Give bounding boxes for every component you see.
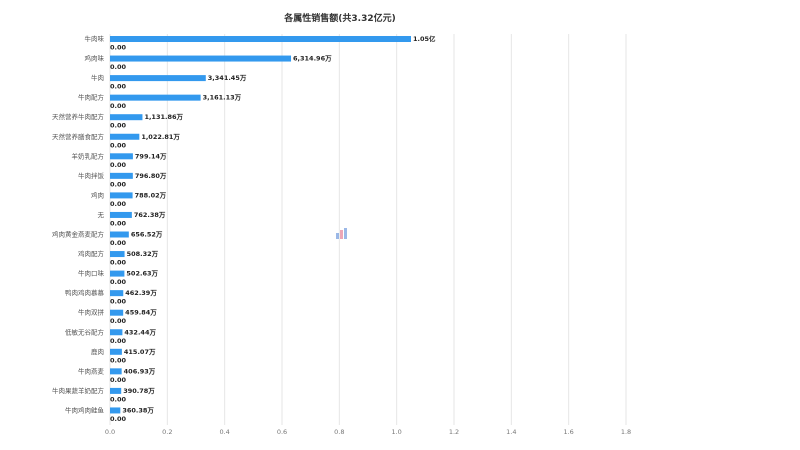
bar (110, 36, 411, 42)
category-label: 牛肉味 (85, 34, 105, 43)
bar (110, 211, 132, 218)
category-label: 牛肉拌饭 (78, 171, 105, 180)
bar (110, 387, 122, 394)
bar (110, 114, 143, 121)
bar-value-label: 432.44万 (124, 328, 156, 336)
bar-value-label: 459.84万 (125, 309, 157, 317)
bar-secondary-label: 0.00 (110, 161, 127, 169)
bar (110, 329, 123, 336)
bar-secondary-label: 0.00 (110, 180, 127, 188)
category-label: 鸡肉 (91, 190, 104, 199)
bar-value-label: 656.52万 (131, 231, 163, 239)
bar-secondary-label: 0.00 (110, 278, 127, 286)
bar (110, 251, 125, 258)
bar (110, 407, 121, 414)
x-tick-label: 1.4 (506, 428, 516, 436)
bar (110, 172, 133, 179)
watermark-logo (336, 228, 347, 239)
x-tick-label: 0.0 (105, 428, 115, 436)
bar-value-label: 788.02万 (135, 191, 167, 199)
bar (110, 270, 125, 277)
category-label: 牛肉 (91, 73, 104, 82)
bar-value-label: 1,022.81万 (141, 133, 180, 141)
category-label: 牛肉双拼 (78, 308, 105, 317)
bar-secondary-label: 0.00 (110, 356, 127, 364)
bar-secondary-label: 0.00 (110, 395, 127, 403)
x-tick-label: 0.2 (162, 428, 172, 436)
bar-value-label: 799.14万 (135, 152, 167, 160)
bar-value-label: 3,161.13万 (203, 94, 242, 102)
category-label: 羊奶乳配方 (72, 151, 105, 160)
category-label: 牛肉燕麦 (78, 366, 105, 375)
bar-secondary-label: 0.00 (110, 259, 127, 267)
category-label: 天然营养膳食配方 (52, 132, 105, 141)
bar (110, 290, 124, 297)
x-axis-ticks: 0.0 0.2 0.4 0.6 0.8 1.0 1.2 1.4 1.6 1.8 (105, 428, 631, 436)
bar (110, 348, 122, 355)
bar (110, 55, 292, 62)
bar (110, 153, 133, 160)
category-label: 无 (98, 211, 105, 219)
bar-secondary-label: 0.00 (110, 298, 127, 306)
category-label: 牛肉口味 (78, 269, 105, 278)
category-label: 鸡肉味 (85, 54, 105, 63)
bar (110, 94, 201, 101)
category-labels: 牛肉味鸡肉味牛肉牛肉配方天然营养牛肉配方天然营养膳食配方羊奶乳配方牛肉拌饭鸡肉无… (52, 34, 105, 414)
bar-secondary-label: 0.00 (110, 376, 127, 384)
bar-secondary-label: 0.00 (110, 63, 127, 71)
category-label: 鸡肉配方 (78, 249, 105, 258)
bar-value-label: 390.78万 (123, 387, 155, 395)
bar (110, 192, 133, 199)
category-label: 鹿肉 (91, 347, 104, 356)
bar-secondary-label: 0.00 (110, 415, 127, 423)
bar-value-label: 508.32万 (127, 250, 159, 258)
category-label: 鸭肉鸡肉慕慕 (65, 288, 105, 297)
category-label: 牛肉果蔬羊奶配方 (52, 386, 105, 395)
bar-value-label: 796.80万 (135, 172, 167, 180)
chart-title: 各属性销售额(共3.32亿元) (283, 12, 395, 24)
bar-value-label: 462.39万 (125, 289, 157, 297)
bar-value-label: 6,314.96万 (293, 55, 332, 63)
bar-value-label: 3,341.45万 (208, 74, 247, 82)
bar-value-label: 1,131.86万 (144, 113, 183, 121)
bar-secondary-label: 0.00 (110, 337, 127, 345)
x-tick-label: 1.2 (449, 428, 459, 436)
category-label: 鸡肉黄金燕麦配方 (52, 230, 105, 239)
bar-secondary-label: 0.00 (110, 317, 127, 325)
x-tick-label: 0.8 (334, 428, 344, 436)
bar (110, 309, 124, 316)
category-label: 牛肉配方 (78, 93, 105, 102)
bar-value-label: 415.07万 (124, 348, 156, 356)
category-label: 牛肉鸡肉鲑鱼 (65, 405, 105, 414)
bar-secondary-label: 0.00 (110, 200, 127, 208)
bar-value-label: 502.63万 (126, 270, 158, 278)
grid-lines (109, 34, 627, 425)
bar-secondary-label: 0.00 (110, 141, 127, 149)
x-tick-label: 1.8 (621, 428, 631, 436)
category-label: 天然营养牛肉配方 (52, 112, 105, 121)
bar-secondary-label: 0.00 (110, 44, 127, 52)
bar-value-label: 406.93万 (124, 367, 156, 375)
bars (110, 36, 411, 414)
x-tick-label: 0.6 (277, 428, 287, 436)
x-tick-label: 1.0 (391, 428, 401, 436)
bar-secondary-label: 0.00 (110, 83, 127, 91)
bar (110, 368, 122, 375)
bar (110, 231, 129, 238)
category-label: 低敏无谷配方 (65, 327, 105, 336)
bar-secondary-label: 0.00 (110, 219, 127, 227)
bar-value-label: 1.05亿 (413, 34, 436, 43)
bar-value-label: 762.38万 (134, 211, 166, 219)
bar-secondary-label: 0.00 (110, 239, 127, 247)
x-tick-label: 1.6 (563, 428, 573, 436)
bar (110, 133, 140, 140)
bar (110, 75, 206, 82)
bar-secondary-label: 0.00 (110, 122, 127, 130)
bar-value-label: 360.38万 (122, 406, 154, 414)
value-labels: 1.05亿 0.00 6,314.96万 0.00 3,341.45万 0.00 3,161… (110, 34, 436, 423)
bar-secondary-label: 0.00 (110, 102, 127, 110)
x-tick-label: 0.4 (219, 428, 229, 436)
